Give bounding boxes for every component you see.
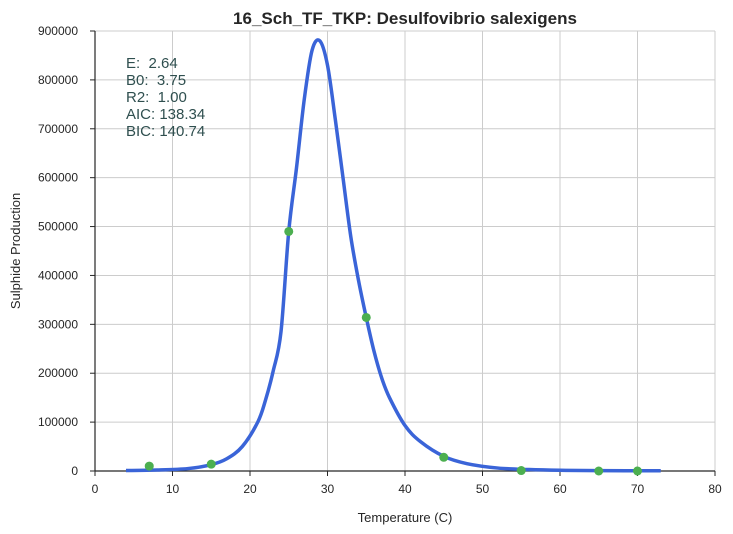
x-tick-label: 10 [166, 482, 180, 496]
y-tick-label: 100000 [38, 415, 78, 429]
x-tick-label: 0 [92, 482, 99, 496]
y-tick-label: 500000 [38, 220, 78, 234]
data-point [284, 226, 294, 236]
x-tick-label: 40 [398, 482, 412, 496]
y-tick-label: 600000 [38, 171, 78, 185]
data-point [516, 466, 526, 476]
data-point [144, 461, 154, 471]
x-tick-label: 20 [243, 482, 257, 496]
stat-bic: BIC: 140.74 [126, 123, 205, 140]
x-tick-label: 50 [476, 482, 490, 496]
x-tick-label: 60 [553, 482, 567, 496]
data-point [633, 466, 642, 476]
y-tick-label: 700000 [38, 122, 78, 136]
data-point [594, 466, 604, 476]
stat-r2: R2: 1.00 [126, 89, 187, 106]
stat-b0: B0: 3.75 [126, 72, 186, 89]
stat-e: E: 2.64 [126, 55, 178, 72]
x-gridlines [172, 31, 716, 471]
fit-curve-line [125, 38, 661, 473]
data-point [206, 459, 216, 469]
y-tick-labels: 0 100000 200000 300000 400000 500000 600000 700… [38, 24, 95, 478]
y-axis-label: Sulphide Production [8, 193, 23, 309]
x-tick-label: 30 [321, 482, 335, 496]
x-tick-label: 80 [708, 482, 722, 496]
data-points [144, 226, 642, 476]
x-axis-label: Temperature (C) [358, 510, 453, 525]
y-gridlines [95, 30, 715, 423]
x-tick-label: 70 [631, 482, 645, 496]
data-point [439, 452, 449, 462]
x-tick-labels: 0 10 20 30 40 50 60 70 80 [92, 471, 722, 496]
y-tick-label: 200000 [38, 366, 78, 380]
chart-title: 16_Sch_TF_TKP: Desulfovibrio salexigens [233, 9, 577, 28]
data-point [361, 312, 371, 322]
y-tick-label: 300000 [38, 317, 78, 331]
y-tick-label: 800000 [38, 73, 78, 87]
stat-aic: AIC: 138.34 [126, 106, 205, 123]
y-tick-label: 400000 [38, 268, 78, 282]
y-tick-label: 0 [71, 464, 78, 478]
y-tick-label: 900000 [38, 24, 78, 38]
